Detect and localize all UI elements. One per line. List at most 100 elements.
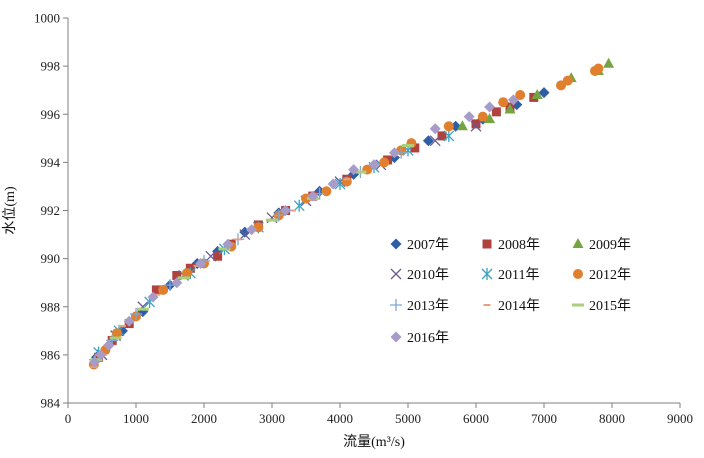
data-point-series-2 [410, 143, 420, 153]
legend-label-2: 2008年 [498, 237, 540, 253]
data-point-series-7 [272, 209, 285, 222]
data-point-series-6 [515, 90, 526, 100]
data-point-series-2 [172, 270, 182, 280]
data-point-series-6 [477, 111, 488, 122]
data-point-series-9 [266, 218, 278, 222]
data-point-series-4 [470, 120, 482, 132]
legend-marker-5 [481, 268, 493, 280]
data-point-series-2 [151, 285, 161, 295]
legend-marker-7 [390, 299, 402, 311]
data-point-series-10 [280, 205, 292, 216]
data-point-series-6 [443, 121, 454, 132]
legend: 2007年 2008年 2009年 2010年 2011年 2012年 2013年 2014年… [390, 237, 631, 346]
data-point-series-6 [321, 186, 332, 197]
y-tick-label: 984 [41, 396, 61, 411]
data-point-series-10 [171, 277, 183, 289]
data-point-series-10 [368, 159, 380, 171]
data-point-series-9 [218, 247, 231, 251]
data-point-series-1 [422, 135, 434, 147]
data-point-series-6 [158, 284, 169, 295]
data-point-series-8 [118, 325, 126, 327]
data-point-series-10 [123, 315, 135, 327]
y-tick-label: 996 [41, 107, 61, 122]
data-point-series-10 [348, 164, 360, 176]
data-point-series-8 [343, 178, 351, 181]
legend-label-8: 2014年 [498, 298, 540, 314]
data-point-series-10 [388, 147, 400, 159]
data-point-series-2 [471, 119, 481, 129]
y-tick-label: 992 [41, 203, 61, 218]
data-point-series-10 [103, 339, 115, 351]
data-point-series-3 [456, 120, 468, 131]
data-point-series-4 [205, 250, 217, 262]
data-point-series-3 [603, 57, 615, 68]
data-point-series-10 [222, 238, 234, 250]
data-point-series-8 [234, 238, 242, 241]
legend-label-10: 2016年 [407, 330, 449, 346]
data-point-series-3 [484, 113, 496, 124]
axes-layer [67, 18, 680, 404]
data-point-series-5 [443, 129, 455, 142]
data-point-series-10 [429, 123, 441, 135]
legend-marker-10 [390, 331, 402, 343]
data-point-series-2 [213, 251, 223, 261]
data-point-series-9 [354, 170, 367, 174]
legend-label-1: 2007年 [407, 237, 449, 253]
legend-marker-6 [573, 269, 583, 279]
x-tick-label: 3000 [259, 411, 285, 426]
x-tick-label: 8000 [599, 411, 625, 426]
legend-marker-2 [482, 239, 492, 249]
data-point-series-8 [288, 209, 296, 212]
data-point-series-5 [293, 199, 305, 212]
ticks-layer: 0 1000 2000 3000 4000 5000 6000 7000 8000 9000 984… [34, 11, 693, 427]
y-tick-label: 1000 [34, 11, 60, 26]
x-tick-label: 5000 [395, 411, 421, 426]
legend-marker-9 [572, 303, 584, 307]
data-point-series-10 [95, 349, 107, 361]
y-tick-label: 990 [41, 251, 61, 266]
legend-marker-4 [390, 268, 402, 280]
data-point-series-6 [498, 97, 509, 108]
data-point-series-10 [327, 178, 339, 190]
legend-label-5: 2011年 [498, 267, 539, 283]
y-tick-label: 994 [41, 155, 61, 170]
data-point-series-10 [507, 94, 519, 106]
data-point-series-9 [177, 276, 190, 280]
legend-label-4: 2010年 [407, 267, 449, 283]
data-point-series-10 [307, 190, 319, 202]
x-tick-label: 0 [65, 411, 72, 426]
x-tick-label: 1000 [123, 411, 149, 426]
data-point-series-10 [246, 224, 258, 236]
x-tick-label: 2000 [191, 411, 217, 426]
data-point-series-10 [484, 101, 496, 113]
data-point-series-3 [504, 103, 516, 114]
points-layer [88, 57, 615, 370]
legend-label-7: 2013年 [407, 298, 449, 314]
data-point-series-6 [562, 75, 573, 86]
legend-marker-8 [483, 304, 491, 306]
data-point-series-2 [437, 131, 447, 141]
y-axis-title: 水位(m) [2, 186, 18, 235]
legend-marker-1 [390, 238, 402, 250]
y-tick-label: 988 [41, 299, 61, 314]
legend-label-6: 2012年 [589, 267, 631, 283]
x-tick-label: 7000 [531, 411, 557, 426]
data-point-series-6 [593, 63, 604, 74]
legend-label-3: 2009年 [589, 237, 631, 253]
data-point-series-10 [195, 257, 207, 269]
data-point-series-9 [109, 336, 122, 340]
data-point-series-1 [538, 87, 550, 99]
y-tick-label: 998 [41, 59, 61, 74]
x-axis-title: 流量(m³/s) [343, 434, 405, 450]
data-point-series-7 [130, 307, 142, 320]
y-tick-label: 986 [41, 347, 61, 362]
x-tick-label: 6000 [463, 411, 489, 426]
data-point-series-3 [531, 89, 543, 99]
data-point-series-10 [463, 111, 475, 123]
data-point-series-8 [152, 293, 160, 296]
legend-label-9: 2015年 [589, 298, 631, 314]
x-tick-label: 4000 [327, 411, 353, 426]
data-point-series-10 [89, 356, 101, 368]
